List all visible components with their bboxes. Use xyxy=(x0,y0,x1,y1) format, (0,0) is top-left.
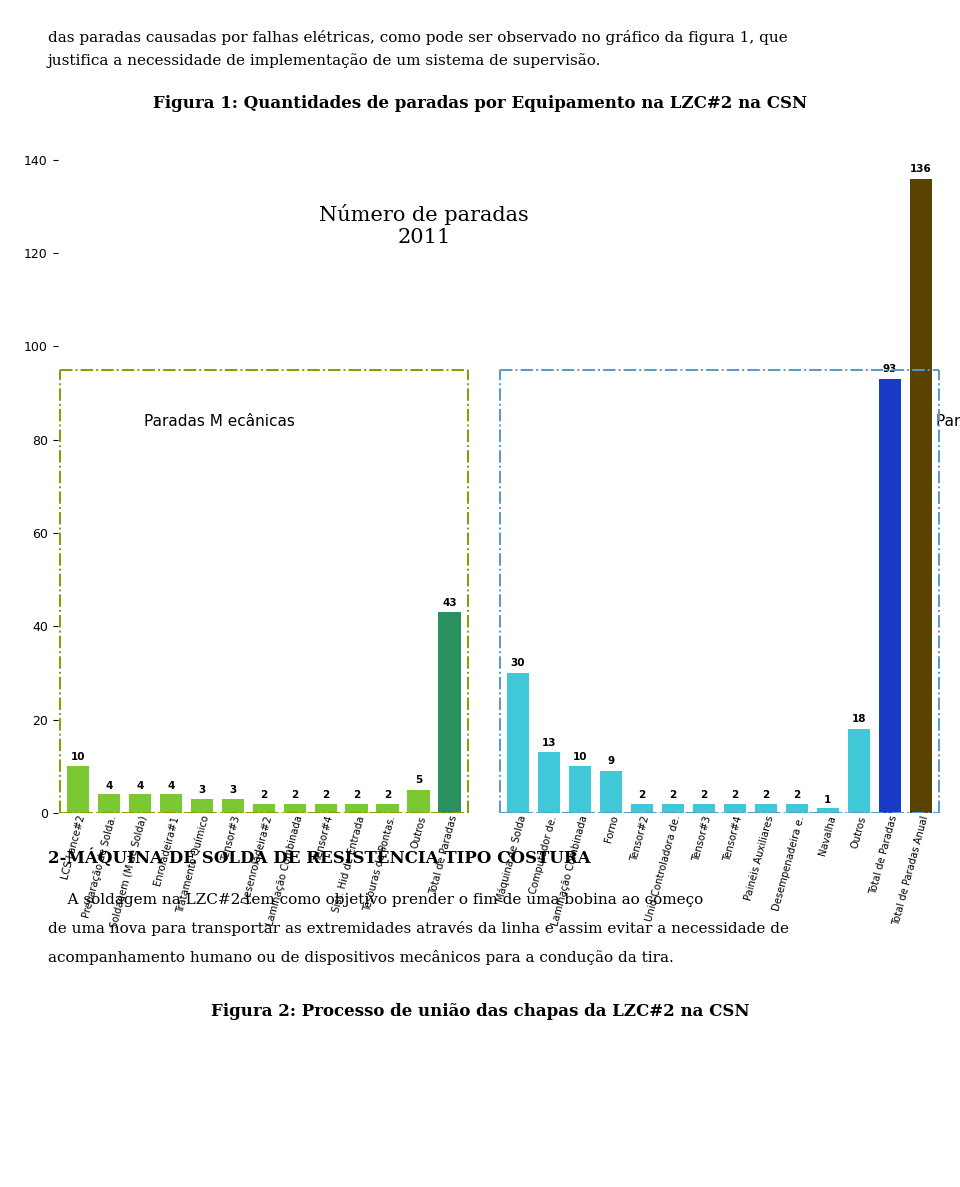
Bar xyxy=(252,804,275,813)
Text: 2: 2 xyxy=(322,791,329,800)
Text: 10: 10 xyxy=(572,751,587,762)
Text: 5: 5 xyxy=(415,775,422,785)
Bar xyxy=(346,804,368,813)
Text: 2: 2 xyxy=(732,791,738,800)
Text: Paradas Elétricas: Paradas Elétricas xyxy=(936,413,960,429)
Bar xyxy=(631,804,653,813)
Text: das paradas causadas por falhas elétricas, como pode ser observado no gráfico da: das paradas causadas por falhas elétrica… xyxy=(48,30,788,45)
Bar xyxy=(315,804,337,813)
Text: 1: 1 xyxy=(824,794,831,805)
Text: 2: 2 xyxy=(700,791,708,800)
Bar xyxy=(878,379,900,813)
Text: 2: 2 xyxy=(638,791,645,800)
Text: Paradas M ecânicas: Paradas M ecânicas xyxy=(144,413,295,429)
Text: 2: 2 xyxy=(291,791,299,800)
Bar xyxy=(407,789,430,813)
Text: A soldagem na LZC#2 tem como objetivo prender o fim de uma bobina ao começo: A soldagem na LZC#2 tem como objetivo pr… xyxy=(48,893,704,907)
Bar xyxy=(724,804,746,813)
Text: Figura 2: Processo de união das chapas da LZC#2 na CSN: Figura 2: Processo de união das chapas d… xyxy=(211,1003,749,1020)
Bar xyxy=(159,794,181,813)
Bar xyxy=(283,804,306,813)
Text: 18: 18 xyxy=(852,715,866,724)
Text: 2: 2 xyxy=(384,791,392,800)
Bar xyxy=(785,804,808,813)
Bar xyxy=(538,753,560,813)
Text: acompanhamento humano ou de dispositivos mecânicos para a condução da tira.: acompanhamento humano ou de dispositivos… xyxy=(48,950,674,965)
Text: 10: 10 xyxy=(70,751,85,762)
Text: 136: 136 xyxy=(910,164,931,173)
Bar xyxy=(439,612,461,813)
Bar xyxy=(66,767,89,813)
Text: 9: 9 xyxy=(607,756,614,767)
Bar xyxy=(909,178,932,813)
Text: 2: 2 xyxy=(793,791,801,800)
Text: de uma nova para transportar as extremidades através da linha e assim evitar a n: de uma nova para transportar as extremid… xyxy=(48,921,789,937)
Bar xyxy=(817,808,839,813)
Text: 2: 2 xyxy=(353,791,360,800)
Text: 4: 4 xyxy=(136,781,143,791)
Text: 4: 4 xyxy=(105,781,112,791)
Bar xyxy=(507,673,529,813)
Text: 2: 2 xyxy=(669,791,677,800)
Text: 2: 2 xyxy=(260,791,267,800)
Text: 43: 43 xyxy=(443,598,457,608)
Text: 93: 93 xyxy=(882,364,897,374)
Text: 2-MÁQUINA DE SOLDA DE RESISTÊNCIA TIPO COSTURA: 2-MÁQUINA DE SOLDA DE RESISTÊNCIA TIPO C… xyxy=(48,849,590,868)
Bar xyxy=(692,804,715,813)
Text: 13: 13 xyxy=(541,738,556,748)
Bar xyxy=(190,799,213,813)
Text: 3: 3 xyxy=(198,786,205,795)
Bar xyxy=(755,804,777,813)
Bar xyxy=(848,729,870,813)
Bar xyxy=(129,794,151,813)
Text: 4: 4 xyxy=(167,781,175,791)
Bar xyxy=(568,767,591,813)
Bar xyxy=(98,794,120,813)
Text: 30: 30 xyxy=(511,659,525,668)
Text: justifica a necessidade de implementação de um sistema de supervisão.: justifica a necessidade de implementação… xyxy=(48,53,601,69)
Text: Figura 1: Quantidades de paradas por Equipamento na LZC#2 na CSN: Figura 1: Quantidades de paradas por Equ… xyxy=(153,95,807,112)
Text: 2: 2 xyxy=(762,791,769,800)
Text: 3: 3 xyxy=(229,786,236,795)
Text: Número de paradas
2011: Número de paradas 2011 xyxy=(320,204,529,247)
Bar xyxy=(661,804,684,813)
Bar xyxy=(600,772,622,813)
Bar xyxy=(376,804,398,813)
Bar xyxy=(222,799,244,813)
